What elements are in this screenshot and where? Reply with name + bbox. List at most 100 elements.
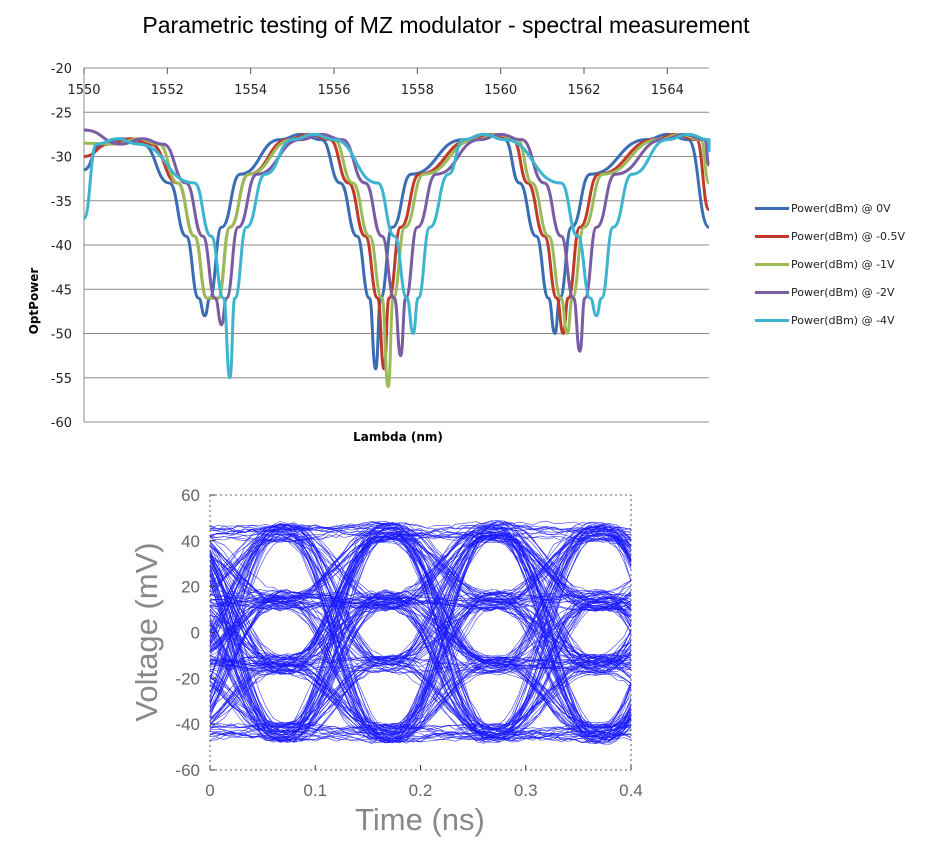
eye-trace [209, 534, 632, 670]
eye-trace [209, 522, 632, 673]
y-tick-label: -45 [51, 283, 72, 298]
eye-trace [209, 538, 632, 736]
x-tick-label: 1564 [651, 83, 684, 98]
legend-item: Power(dBm) @ -0.5V [755, 222, 905, 250]
eye-trace [209, 520, 632, 610]
eye-trace [209, 591, 632, 742]
x-tick-label: 1550 [67, 83, 100, 98]
eye-trace [209, 536, 632, 737]
eye-trace [209, 536, 632, 659]
legend-label: Power(dBm) @ -4V [791, 313, 895, 327]
eye-trace [209, 536, 632, 741]
y-tick-label: -20 [175, 669, 200, 688]
eye-trace [209, 582, 632, 736]
eye-trace [209, 525, 632, 668]
eye-trace [209, 533, 632, 719]
x-tick-label: 1560 [484, 83, 517, 98]
eye-trace [209, 526, 632, 742]
y-tick-label: -60 [175, 761, 200, 780]
eye-trace [209, 599, 632, 736]
legend-swatch [755, 290, 789, 294]
legend-item: Power(dBm) @ -2V [755, 278, 905, 306]
eye-y-ticks: 60 40 20 0 -20 -40 -60 [175, 486, 215, 780]
eye-trace [209, 532, 632, 733]
eye-trace [209, 521, 632, 745]
legend-item: Power(dBm) @ -1V [755, 250, 905, 278]
eye-trace [209, 533, 632, 715]
eye-trace [209, 534, 632, 739]
y-tick-label: -55 [51, 372, 72, 387]
eye-trace [209, 542, 631, 663]
x-tick-label: 0 [205, 781, 214, 800]
y-tick-label: 40 [181, 532, 200, 551]
eye-y-axis-label: Voltage (mV) [129, 542, 164, 721]
eye-trace [209, 533, 632, 728]
legend-label: Power(dBm) @ 0V [791, 201, 891, 215]
eye-trace [209, 593, 632, 743]
eye-trace [209, 535, 632, 675]
eye-trace [209, 527, 632, 673]
x-tick-label: 0.3 [514, 781, 538, 800]
eye-trace [209, 662, 632, 736]
legend-swatch [755, 234, 789, 238]
eye-traces [209, 520, 632, 745]
y-tick-label: -35 [51, 195, 72, 210]
eye-trace [209, 527, 632, 740]
x-tick-label: 1552 [151, 83, 184, 98]
x-tick-label: 0.1 [303, 781, 327, 800]
x-tick-label: 1556 [317, 83, 350, 98]
legend-swatch [755, 262, 789, 266]
eye-trace [209, 589, 632, 683]
eye-trace [209, 538, 632, 734]
series-line [82, 132, 711, 380]
series-line [83, 128, 711, 358]
eye-trace [209, 546, 632, 740]
spectral-x-axis-label: Lambda (nm) [353, 430, 443, 444]
eye-trace [209, 596, 632, 666]
legend-swatch [755, 318, 789, 322]
y-tick-label: -40 [51, 239, 72, 254]
eye-trace [209, 530, 632, 736]
spectral-series [82, 128, 711, 389]
y-tick-label: 20 [181, 578, 200, 597]
legend-item: Power(dBm) @ -4V [755, 306, 905, 334]
legend-item: Power(dBm) @ 0V [755, 194, 905, 222]
eye-trace [209, 531, 632, 738]
eye-trace [209, 664, 632, 738]
y-tick-label: 60 [181, 486, 200, 505]
y-tick-label: 0 [191, 624, 200, 643]
page-title: Parametric testing of MZ modulator - spe… [142, 12, 750, 38]
y-tick-label: -20 [51, 62, 72, 77]
eye-trace [209, 531, 632, 737]
eye-trace [209, 531, 632, 658]
eye-trace [209, 589, 632, 740]
y-tick-label: -50 [51, 328, 72, 343]
spectral-y-ticks: -20 -25 -30 -35 -40 -45 -50 -55 -60 [51, 62, 72, 431]
spectral-x-ticks: 1550 1552 1554 1556 1558 1560 1562 1564 [67, 68, 684, 98]
eye-trace [209, 523, 632, 736]
eye-trace [209, 654, 632, 736]
eye-diagram-chart: 0 0.1 0.2 0.3 0.4 60 40 20 0 -20 -40 -60 Voltage (… [129, 486, 643, 837]
spectral-y-axis-label: OptPower [27, 268, 41, 335]
eye-x-axis-label: Time (ns) [355, 802, 485, 837]
x-tick-label: 1562 [567, 83, 600, 98]
eye-trace [209, 557, 632, 728]
legend-swatch [755, 206, 789, 210]
eye-trace [209, 596, 632, 674]
y-tick-label: -25 [51, 106, 72, 121]
eye-trace [209, 660, 632, 737]
y-tick-label: -60 [51, 416, 72, 431]
series-line [83, 132, 711, 389]
eye-trace [209, 525, 632, 651]
spectral-legend: Power(dBm) @ 0V Power(dBm) @ -0.5V Power… [755, 194, 905, 334]
spectral-chart: 1550 1552 1554 1556 1558 1560 1562 1564 -20-25-… [27, 62, 711, 444]
eye-trace [209, 526, 632, 737]
x-tick-label: 0.2 [409, 781, 433, 800]
eye-trace [209, 522, 632, 740]
eye-trace [209, 524, 632, 729]
eye-trace [209, 528, 632, 731]
eye-trace [209, 599, 632, 743]
y-tick-label: -30 [51, 151, 72, 166]
eye-trace [209, 535, 632, 731]
eye-trace [209, 527, 632, 737]
